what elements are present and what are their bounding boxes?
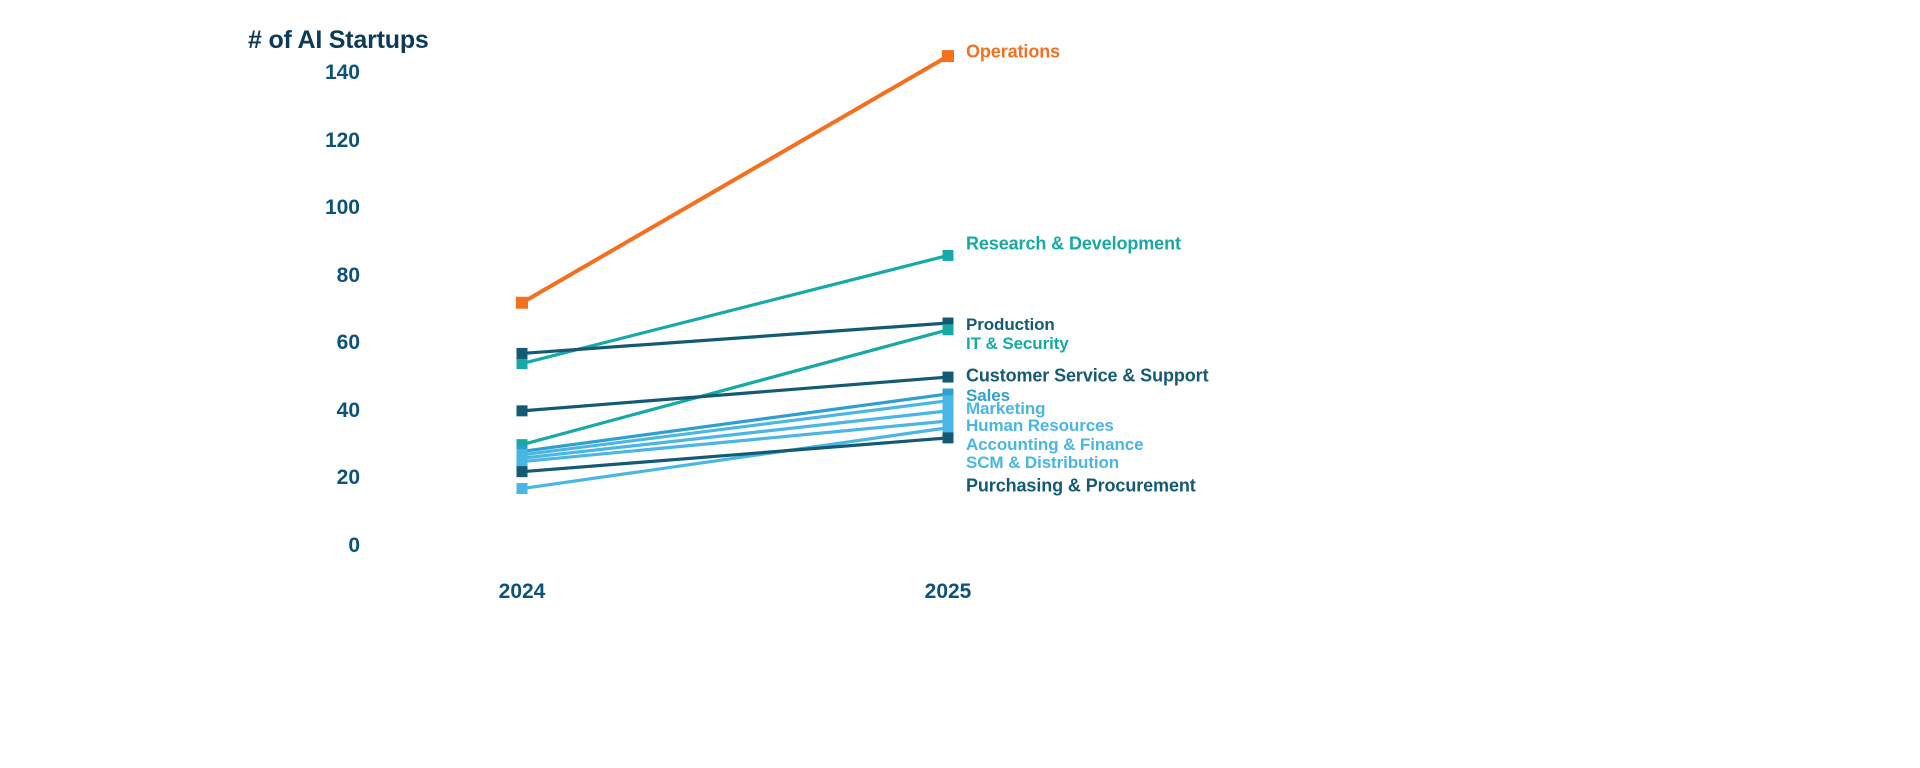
chart-title: # of AI Startups xyxy=(248,26,429,54)
series-marker xyxy=(942,395,954,407)
series-marker xyxy=(516,466,528,478)
series-label: IT & Security xyxy=(966,334,1069,353)
series-label: Operations xyxy=(966,41,1061,62)
y-axis-tick: 60 xyxy=(336,331,360,355)
series-label: Purchasing & Procurement xyxy=(966,475,1196,496)
series-marker xyxy=(942,317,954,329)
series-marker xyxy=(516,358,528,370)
series-line xyxy=(516,371,954,417)
series-line xyxy=(516,324,954,451)
y-axis-tick: 100 xyxy=(324,196,360,220)
series-line xyxy=(516,432,954,478)
series-label: Sales xyxy=(966,386,1010,405)
series-line-segment xyxy=(520,419,950,464)
y-axis-tick: 80 xyxy=(336,263,360,287)
series-line-segment xyxy=(520,321,950,356)
series-line xyxy=(516,317,954,359)
y-axis-tick: 40 xyxy=(336,398,360,422)
series-line-segment xyxy=(520,375,950,413)
series-marker xyxy=(942,388,954,400)
series-marker xyxy=(942,371,954,383)
series-marker xyxy=(516,296,528,309)
y-axis-tick: 0 xyxy=(348,534,360,557)
series-label: Marketing xyxy=(966,399,1046,418)
series-line-segment xyxy=(520,54,950,305)
series-label: Production xyxy=(966,315,1055,334)
series-label: Customer Service & Support xyxy=(966,365,1209,386)
series-label: Research & Development xyxy=(966,233,1181,254)
x-axis-tick: 2025 xyxy=(924,580,972,603)
series-marker xyxy=(942,432,954,444)
series-marker xyxy=(942,324,954,336)
series-marker xyxy=(942,50,954,63)
series-marker xyxy=(516,456,528,468)
series-marker xyxy=(516,483,528,495)
series-label: Accounting & Finance xyxy=(966,435,1144,454)
series-marker xyxy=(942,422,954,434)
y-axis-tick: 120 xyxy=(324,128,360,152)
series-line-segment xyxy=(520,253,950,366)
series-marker xyxy=(942,249,954,261)
series-marker xyxy=(516,347,528,359)
series-label: Human Resources xyxy=(966,416,1114,435)
series-line-segment xyxy=(520,436,950,474)
series-line-segment xyxy=(520,399,950,457)
series-line-segment xyxy=(520,409,950,460)
y-axis-tick: 20 xyxy=(336,466,360,490)
series-marker xyxy=(942,415,954,427)
x-axis-tick: 2024 xyxy=(498,580,546,603)
series-marker xyxy=(516,439,528,451)
series-marker xyxy=(516,405,528,417)
series-line-segment xyxy=(520,328,950,447)
series-line xyxy=(516,415,954,468)
series-line-segment xyxy=(520,392,950,453)
y-axis: 0 20 40 60 80 100 120 140 xyxy=(300,0,360,768)
y-axis-tick: 140 xyxy=(324,61,360,84)
series-line xyxy=(516,422,954,495)
series-line xyxy=(516,249,954,370)
series-line xyxy=(516,50,954,309)
series-line-segment xyxy=(520,426,950,491)
series-marker xyxy=(942,405,954,417)
series-label: SCM & Distribution xyxy=(966,453,1120,472)
